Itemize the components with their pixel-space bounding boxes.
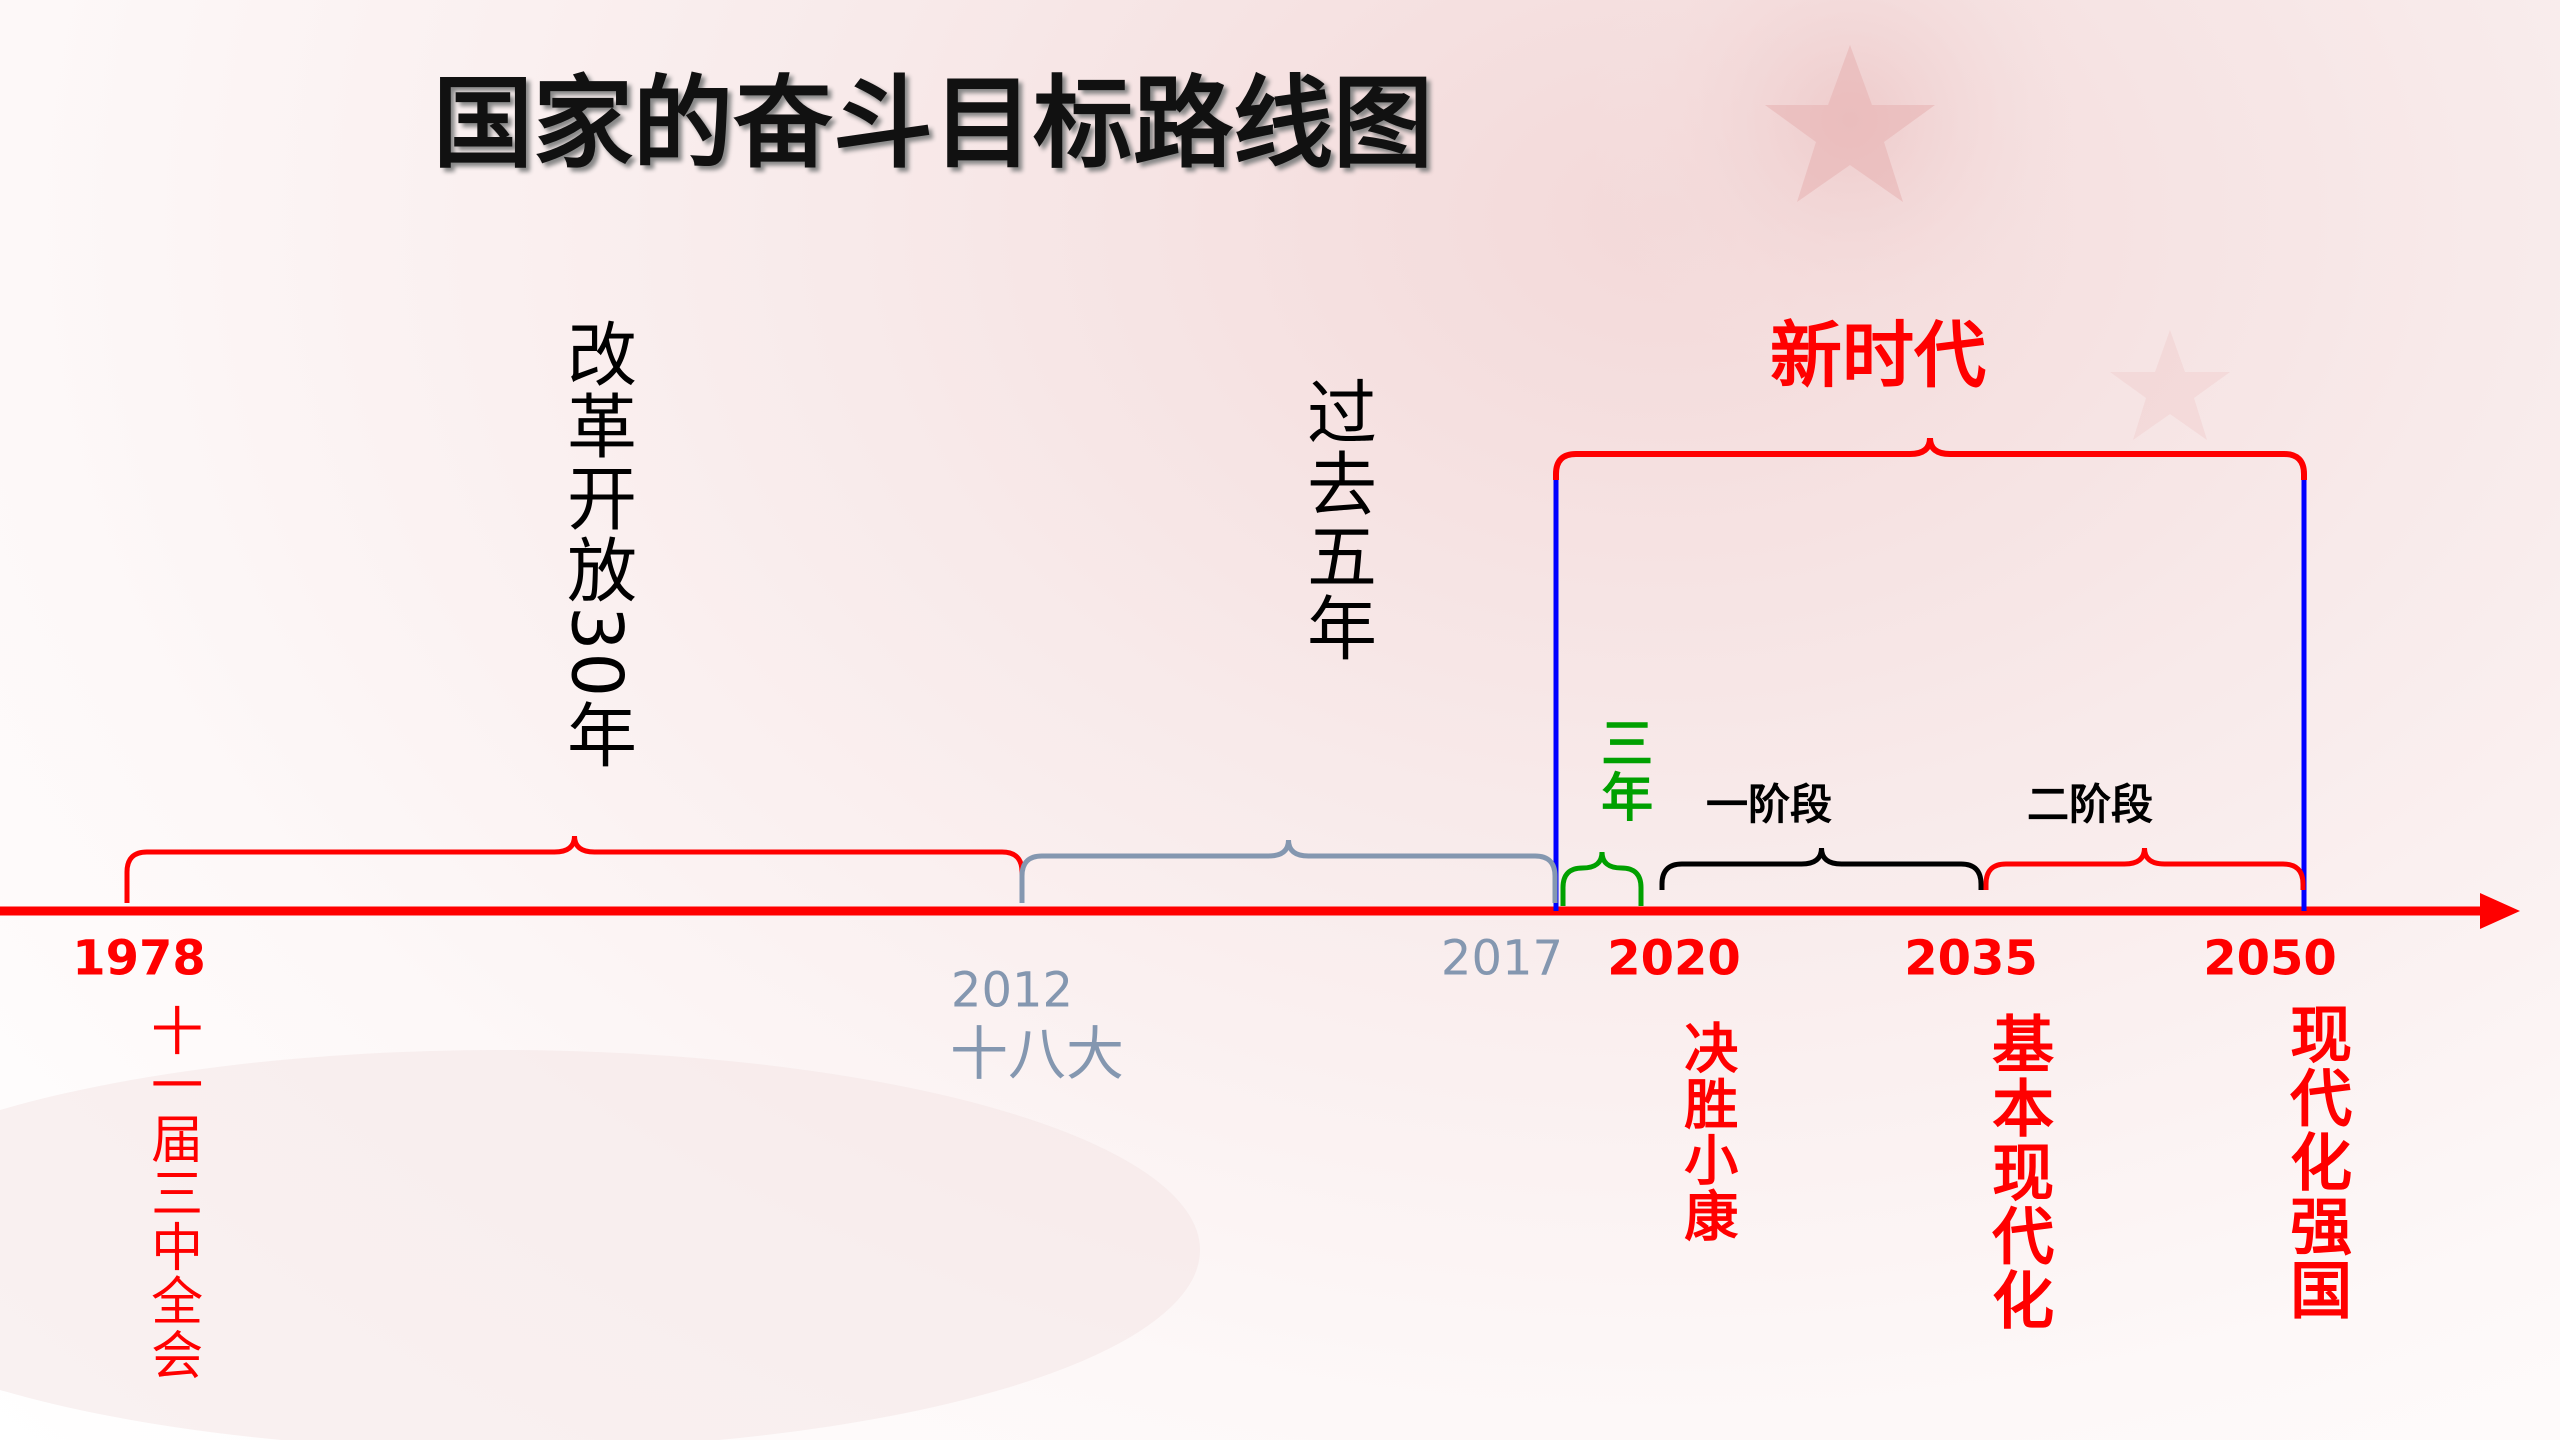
bracket — [1662, 848, 1981, 890]
year-label: 2020 — [1607, 933, 1741, 986]
bracket — [127, 836, 1022, 903]
year-label: 2017 — [1441, 933, 1563, 986]
timeline-graphic — [0, 0, 2560, 1440]
year-label: 2012 — [951, 965, 1073, 1018]
bracket — [1556, 438, 2304, 480]
period-label: 过去五年 — [1298, 376, 1375, 664]
year-label: 2050 — [2203, 933, 2337, 986]
title: 国家的奋斗目标路线图 — [433, 69, 1433, 179]
period-label: 新时代 — [1770, 316, 1986, 395]
milestone-label: 十一届三中全会 — [142, 1004, 199, 1382]
bracket — [1563, 852, 1641, 906]
period-label: 二阶段 — [2027, 782, 2153, 828]
bracket — [1986, 848, 2303, 890]
slide: 国家的奋斗目标路线图 改革开放30年 过去五年 新时代 三年 一阶段 二阶段 1… — [0, 0, 2560, 1440]
milestone-label: 决胜小康 — [1676, 1020, 1735, 1244]
bracket — [1022, 840, 1555, 903]
year-label: 1978 — [72, 933, 206, 986]
period-label: 三年 — [1592, 716, 1649, 824]
period-label: 改革开放30年 — [558, 318, 635, 771]
milestone-label: 基本现代化 — [1983, 1012, 2051, 1332]
timeline-arrow — [2480, 893, 2520, 929]
milestone-label: 现代化强国 — [2281, 1002, 2349, 1322]
milestone-label: 十八大 — [950, 1023, 1124, 1087]
star-decoration — [2110, 330, 2230, 440]
year-label: 2035 — [1904, 933, 2038, 986]
period-label: 一阶段 — [1706, 782, 1832, 828]
